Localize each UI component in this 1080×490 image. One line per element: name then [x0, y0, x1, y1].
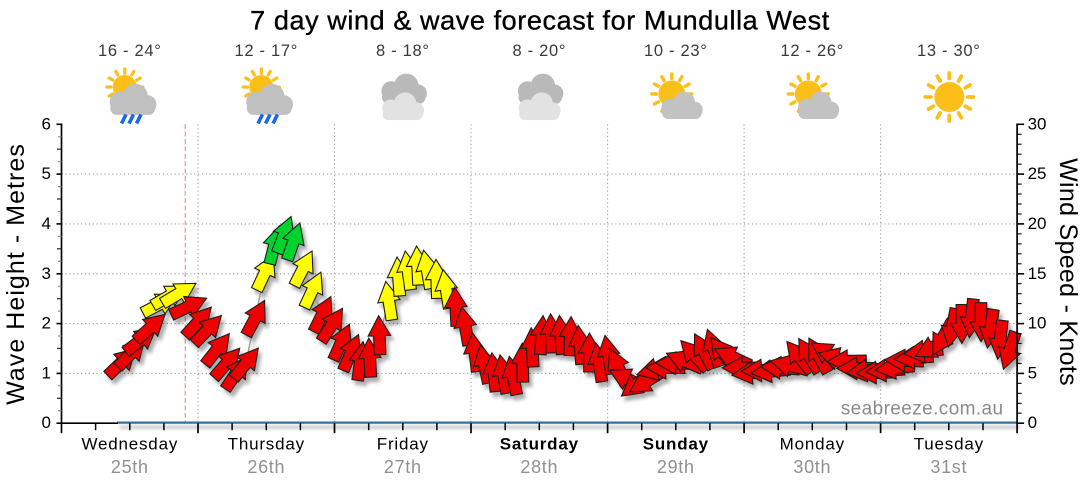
svg-text:15: 15	[1028, 264, 1047, 283]
svg-text:5: 5	[42, 164, 51, 183]
svg-text:Monday: Monday	[780, 435, 845, 454]
svg-text:Wind Speed - Knots: Wind Speed - Knots	[1054, 158, 1080, 386]
svg-text:29th: 29th	[657, 457, 695, 477]
svg-text:Tuesday: Tuesday	[914, 435, 984, 454]
svg-text:5: 5	[1028, 363, 1037, 382]
svg-text:8 - 20°: 8 - 20°	[512, 42, 566, 60]
svg-text:31st: 31st	[930, 457, 967, 477]
svg-text:Saturday: Saturday	[500, 435, 579, 454]
svg-text:8 - 18°: 8 - 18°	[376, 42, 430, 60]
svg-text:2: 2	[42, 314, 51, 333]
svg-text:0: 0	[1028, 413, 1037, 432]
svg-text:Wednesday: Wednesday	[81, 435, 178, 454]
svg-text:6: 6	[42, 114, 51, 133]
svg-text:10: 10	[1028, 314, 1047, 333]
svg-text:12 - 26°: 12 - 26°	[781, 42, 845, 60]
svg-text:28th: 28th	[520, 457, 558, 477]
svg-text:Sunday: Sunday	[643, 435, 709, 454]
svg-text:26th: 26th	[247, 457, 285, 477]
svg-text:10 - 23°: 10 - 23°	[644, 42, 708, 60]
svg-text:Thursday: Thursday	[228, 435, 305, 454]
svg-text:25: 25	[1028, 164, 1047, 183]
svg-text:30: 30	[1028, 114, 1047, 133]
svg-text:7 day wind & wave forecast for: 7 day wind & wave forecast for Mundulla …	[250, 6, 830, 36]
svg-text:20: 20	[1028, 214, 1047, 233]
svg-text:13 - 30°: 13 - 30°	[917, 42, 981, 60]
svg-text:25th: 25th	[111, 457, 149, 477]
svg-text:12 - 17°: 12 - 17°	[235, 42, 299, 60]
svg-text:0: 0	[42, 413, 51, 432]
svg-text:3: 3	[42, 264, 51, 283]
svg-text:Friday: Friday	[377, 435, 429, 454]
svg-text:30th: 30th	[793, 457, 831, 477]
svg-text:16 - 24°: 16 - 24°	[98, 42, 162, 60]
svg-text:seabreeze.com.au: seabreeze.com.au	[841, 399, 1004, 420]
svg-text:27th: 27th	[384, 457, 422, 477]
svg-text:4: 4	[42, 214, 51, 233]
svg-text:Wave Height - Metres: Wave Height - Metres	[2, 143, 30, 405]
svg-text:1: 1	[42, 363, 51, 382]
